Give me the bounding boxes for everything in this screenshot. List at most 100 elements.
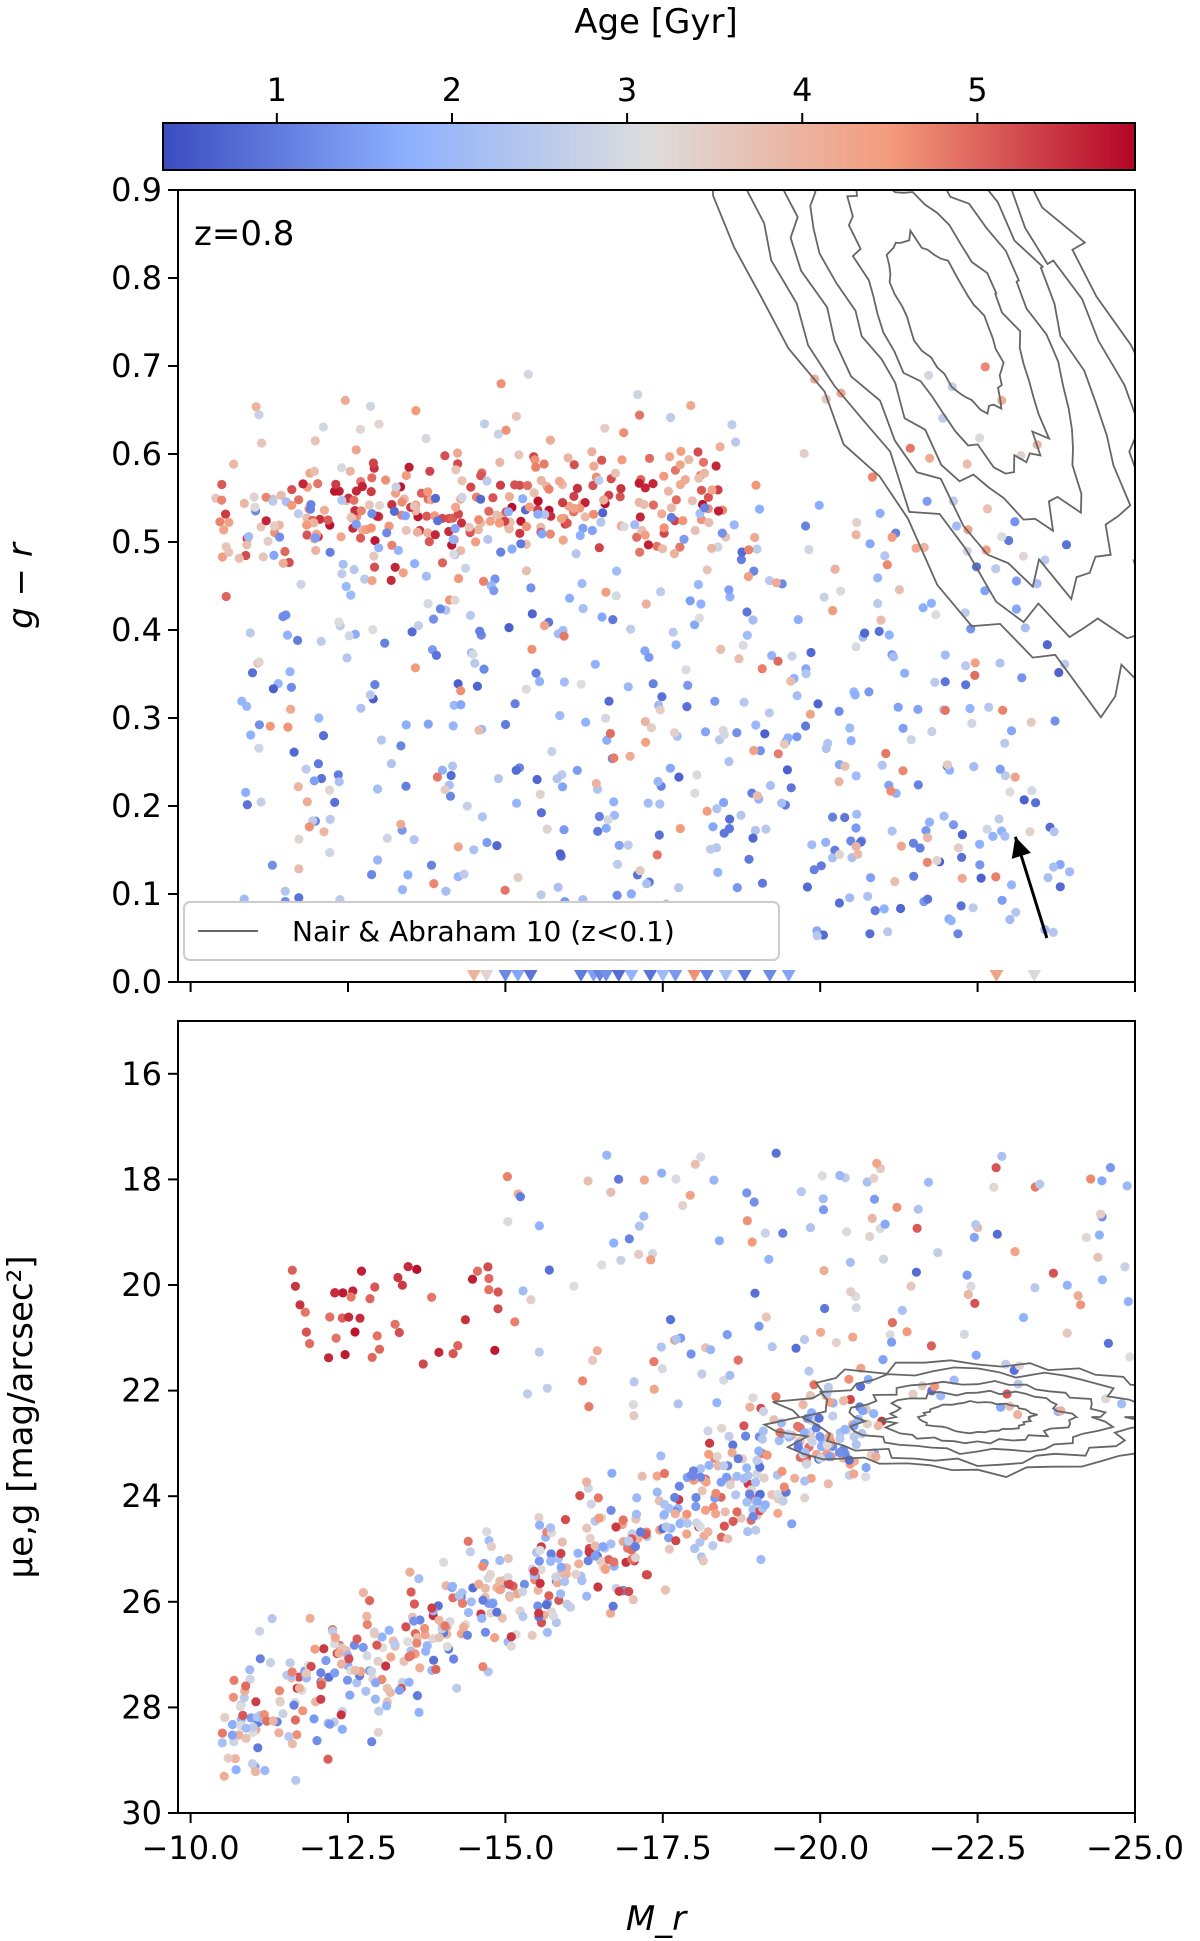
- scatter-point: [704, 1449, 714, 1459]
- scatter-point: [659, 523, 669, 533]
- scatter-point: [219, 525, 229, 535]
- scatter-point: [572, 765, 582, 776]
- scatter-point: [365, 1294, 375, 1304]
- scatter-point: [405, 1567, 415, 1577]
- scatter-point: [1001, 1359, 1011, 1369]
- scatter-point: [675, 823, 685, 834]
- scatter-point: [470, 658, 480, 668]
- scatter-point: [310, 533, 321, 543]
- scatter-point: [345, 466, 355, 476]
- scatter-point: [376, 735, 386, 745]
- scatter-point: [559, 631, 569, 641]
- scatter-point: [445, 791, 456, 801]
- scatter-point: [246, 730, 256, 740]
- scatter-point: [494, 518, 504, 528]
- scatter-point: [608, 615, 618, 625]
- scatter-point: [742, 1497, 752, 1507]
- scatter-point: [504, 1579, 514, 1589]
- scatter-point: [502, 1172, 512, 1182]
- scatter-point: [704, 1460, 714, 1470]
- scatter-point: [736, 555, 747, 565]
- scatter-point: [352, 1634, 362, 1644]
- scatter-point: [799, 448, 809, 459]
- scatter-point: [554, 476, 565, 486]
- scatter-point: [268, 684, 278, 694]
- scatter-point: [870, 906, 880, 916]
- scatter-point: [446, 770, 456, 781]
- scatter-point: [942, 760, 953, 770]
- scatter-point: [318, 422, 328, 432]
- colorbar-title: Age [Gyr]: [574, 2, 738, 42]
- scatter-point: [289, 747, 299, 757]
- scatter-point: [316, 773, 327, 784]
- scatter-point: [670, 1492, 680, 1503]
- scatter-point: [409, 1599, 419, 1609]
- scatter-point: [490, 1345, 500, 1355]
- scatter-point: [739, 1474, 749, 1484]
- x-tick-label: −10.0: [142, 1829, 240, 1867]
- scatter-point: [844, 1455, 854, 1465]
- colorbar-tick-label: 1: [267, 71, 287, 109]
- y-tick-label: 0.0: [111, 963, 162, 1001]
- scatter-point: [296, 579, 306, 589]
- scatter-point: [462, 1630, 472, 1640]
- scatter-point: [346, 590, 356, 600]
- scatter-point: [754, 504, 765, 514]
- scatter-point: [600, 423, 610, 433]
- scatter-point: [765, 780, 776, 791]
- scatter-point: [796, 1187, 806, 1197]
- scatter-point: [852, 809, 862, 819]
- scatter-point: [504, 492, 514, 502]
- scatter-point: [961, 661, 971, 671]
- scatter-point: [885, 1330, 895, 1340]
- scatter-point: [614, 1174, 624, 1184]
- top-y-label: g − r: [1, 541, 41, 629]
- scatter-point: [1054, 667, 1064, 678]
- scatter-point: [786, 676, 796, 686]
- scatter-point: [306, 500, 316, 510]
- scatter-point: [553, 882, 563, 892]
- scatter-point: [311, 545, 321, 556]
- scatter-point: [752, 1455, 762, 1465]
- scatter-point: [256, 797, 266, 807]
- x-tick-label: −17.5: [614, 1829, 712, 1867]
- scatter-point: [342, 653, 352, 663]
- scatter-point: [642, 879, 652, 889]
- scatter-point: [628, 1400, 638, 1410]
- scatter-point: [932, 855, 942, 866]
- scatter-point: [616, 484, 626, 494]
- top-upper-limits: [466, 970, 1042, 982]
- scatter-point: [663, 486, 674, 496]
- scatter-point: [997, 1151, 1007, 1161]
- scatter-point: [306, 1661, 316, 1672]
- scatter-point: [696, 1464, 706, 1474]
- scatter-point: [589, 461, 599, 471]
- scatter-point: [836, 586, 846, 596]
- scatter-point: [989, 1182, 999, 1192]
- scatter-point: [708, 822, 718, 832]
- scatter-point: [629, 1377, 639, 1387]
- scatter-point: [430, 530, 440, 540]
- scatter-point: [350, 506, 360, 516]
- scatter-point: [241, 1723, 251, 1733]
- scatter-point: [336, 1659, 346, 1669]
- scatter-point: [234, 553, 244, 564]
- scatter-point: [330, 1633, 340, 1643]
- scatter-point: [713, 867, 723, 878]
- scatter-point: [805, 1223, 816, 1233]
- scatter-point: [482, 837, 492, 848]
- scatter-point: [787, 1519, 797, 1529]
- scatter-point: [518, 1611, 528, 1622]
- scatter-point: [1062, 1328, 1072, 1338]
- scatter-point: [465, 610, 476, 621]
- scatter-point: [428, 614, 439, 624]
- upper-limit-marker: [718, 970, 733, 982]
- scatter-point: [451, 502, 461, 512]
- scatter-point: [1055, 882, 1065, 892]
- scatter-point: [316, 636, 326, 647]
- scatter-point: [755, 746, 766, 756]
- top-y-ticks: 0.0 0.1 0.2 0.3 0.4 0.5 0.6 0.7 0.8 0.9: [111, 171, 178, 1001]
- scatter-point: [694, 473, 704, 483]
- scatter-point: [503, 1553, 513, 1564]
